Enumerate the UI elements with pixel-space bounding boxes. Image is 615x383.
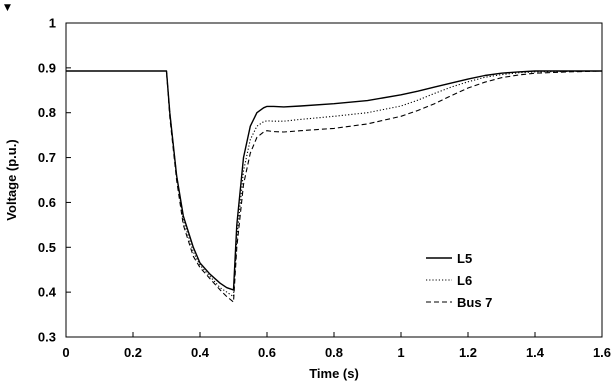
plot-area-frame [65, 22, 603, 338]
x-tick-label: 0.8 [325, 345, 343, 360]
legend-label: L6 [457, 273, 472, 288]
series-line-bus-7 [66, 70, 603, 303]
y-tick-label: 0.4 [38, 285, 57, 300]
series-lines [66, 70, 603, 303]
y-axis-title: Voltage (p.u.) [4, 139, 19, 220]
legend-label: Bus 7 [457, 295, 492, 310]
x-axis-ticks: 0 0.2 0.4 0.6 0.8 1 1.2 1.4 1.6 [62, 332, 611, 360]
y-tick-label: 0.8 [38, 105, 56, 120]
y-tick-label: 0.9 [38, 60, 56, 75]
x-tick-label: 0.4 [191, 345, 210, 360]
corner-marker: ▼ [4, 3, 11, 13]
x-tick-label: 1 [397, 345, 404, 360]
x-tick-label: 1.6 [593, 345, 611, 360]
series-line-l5 [66, 70, 602, 291]
x-tick-label: 0 [62, 345, 69, 360]
x-axis-title: Time (s) [309, 366, 359, 381]
y-tick-label: 0.5 [38, 240, 56, 255]
y-tick-label: 0.7 [38, 150, 56, 165]
x-tick-label: 1.2 [459, 345, 477, 360]
legend-label: L5 [457, 251, 472, 266]
series-line-l6 [66, 70, 603, 298]
y-tick-label: 1 [49, 16, 56, 31]
legend: L5 L6 Bus 7 [426, 251, 492, 310]
x-tick-label: 0.2 [124, 345, 142, 360]
x-tick-label: 0.6 [258, 345, 276, 360]
x-tick-label: 1.4 [526, 345, 545, 360]
y-tick-label: 0.3 [38, 330, 56, 345]
y-axis-ticks: 0.3 0.4 0.5 0.6 0.7 0.8 0.9 1 [38, 16, 71, 345]
y-tick-label: 0.6 [38, 195, 56, 210]
